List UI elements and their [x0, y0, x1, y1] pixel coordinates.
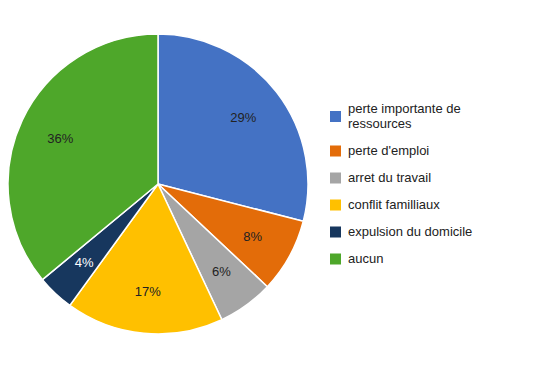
- data-label: 29%: [230, 110, 256, 125]
- data-label: 8%: [243, 229, 262, 244]
- legend-label: arret du travail: [348, 170, 431, 185]
- legend-swatch: [330, 111, 341, 122]
- legend-label: perte importante deressources: [348, 101, 461, 131]
- data-label: 4%: [75, 255, 94, 270]
- legend-label: perte d'emploi: [348, 143, 429, 158]
- data-label: 6%: [212, 264, 231, 279]
- legend-swatch: [330, 227, 341, 238]
- data-labels: 29% 8% 6% 17% 4% 36%: [47, 110, 262, 299]
- slices: [8, 34, 308, 334]
- legend-label: expulsion du domicile: [348, 224, 472, 239]
- data-label: 17%: [135, 284, 161, 299]
- slice: [8, 34, 158, 280]
- chart: 29% 8% 6% 17% 4% 36% perte importante deressou…: [0, 0, 534, 368]
- data-label: 36%: [47, 131, 73, 146]
- legend-swatch: [330, 146, 341, 157]
- legend-label: conflit familliaux: [348, 197, 440, 212]
- legend-swatch: [330, 200, 341, 211]
- legend: perte importante deressources perte d'emp…: [330, 101, 472, 266]
- legend-label: aucun: [348, 251, 383, 266]
- legend-swatch: [330, 254, 341, 265]
- legend-swatch: [330, 173, 341, 184]
